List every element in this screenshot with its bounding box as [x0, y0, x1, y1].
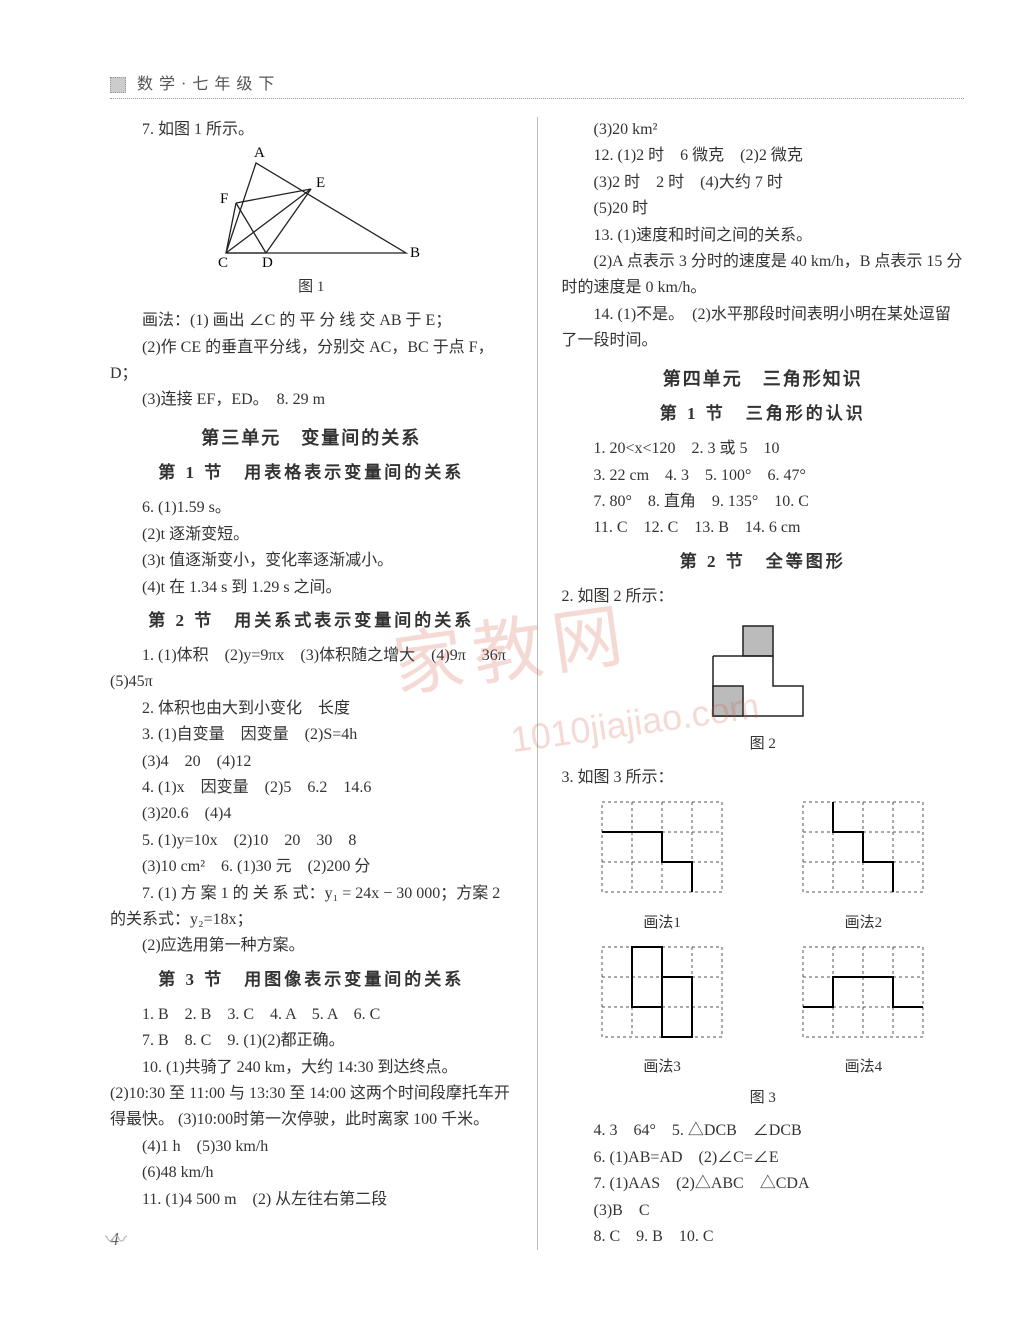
- unit4-title: 第四单元 三角形知识: [562, 365, 965, 395]
- unit4-sec2-title: 第 2 节 全等图形: [562, 548, 965, 576]
- grid-method-1: 画法1: [597, 797, 727, 935]
- r-tail4: (3)B C: [562, 1198, 965, 1224]
- u3s1-q6c: (3)t 值逐渐变小，变化率逐渐减小。: [110, 548, 513, 574]
- r-tail2: 6. (1)AB=AD (2)∠C=∠E: [562, 1145, 965, 1171]
- u3s2-q1: 1. (1)体积 (2)y=9πx (3)体积随之增大 (4)9π 36π (5…: [110, 643, 513, 696]
- subject-grade: 数 学 · 七 年 级 下: [137, 76, 275, 93]
- q7-intro: 7. 如图 1 所示。: [110, 117, 513, 143]
- unit3-sec1-title: 第 1 节 用表格表示变量间的关系: [110, 459, 513, 487]
- grid2-label: 画法2: [798, 911, 928, 936]
- u3s2-q4: 4. (1)x 因变量 (2)5 6.2 14.6: [110, 775, 513, 801]
- r13b: (2)A 点表示 3 分时的速度是 40 km/h，B 点表示 15 分时的速度…: [562, 249, 965, 302]
- grid4-label: 画法4: [798, 1055, 928, 1080]
- grid-method-3: 画法3: [597, 942, 727, 1080]
- method-step-1: 画法：(1) 画出 ∠C 的 平 分 线 交 AB 于 E；: [110, 308, 513, 334]
- u3s3-row2: 7. B 8. C 9. (1)(2)都正确。: [110, 1028, 513, 1054]
- fig1-label-C: C: [218, 255, 228, 271]
- header-ornament-icon: [110, 77, 126, 93]
- grid2-icon: [798, 797, 928, 897]
- u3s3-q10b: (4)1 h (5)30 km/h: [110, 1134, 513, 1160]
- unit4-sec1-title: 第 1 节 三角形的认识: [562, 400, 965, 428]
- u4s2-q3: 3. 如图 3 所示：: [562, 765, 965, 791]
- fig1-label-D: D: [262, 255, 273, 271]
- unit3-sec2-title: 第 2 节 用关系式表示变量间的关系: [110, 607, 513, 635]
- method-step-3: (3)连接 EF，ED。 8. 29 m: [110, 387, 513, 413]
- grid3-icon: [597, 942, 727, 1042]
- figure-2-shape: [693, 616, 833, 726]
- r12c: (5)20 时: [562, 196, 965, 222]
- u3s2-q7b: (2)应选用第一种方案。: [110, 933, 513, 959]
- u4s1-row3: 7. 80° 8. 直角 9. 135° 10. C: [562, 489, 965, 515]
- u3s3-q11: 11. (1)4 500 m (2) 从左往右第二段: [110, 1187, 513, 1213]
- grid-row-2: 画法3 画法4: [562, 942, 965, 1080]
- r-tail1: 4. 3 64° 5. △DCB ∠DCB: [562, 1118, 965, 1144]
- u3s2-q7a: 7. (1) 方 案 1 的 关 系 式：y₁ = 24x − 30 000；方…: [110, 881, 513, 934]
- grid4-icon: [798, 942, 928, 1042]
- u3s1-q6b: (2)t 逐渐变短。: [110, 522, 513, 548]
- figure-1-caption: 图 1: [110, 275, 513, 300]
- left-column: 7. 如图 1 所示。 A E F C D B 图 1 画: [110, 117, 513, 1250]
- page: 数 学 · 七 年 级 下 7. 如图 1 所示。 A E F C: [0, 0, 1024, 1290]
- u3s2-q5b: (3)10 cm² 6. (1)30 元 (2)200 分: [110, 854, 513, 880]
- fig1-label-A: A: [254, 145, 265, 161]
- grid-row-1: 画法1 画法2: [562, 797, 965, 935]
- u3s2-q2: 2. 体积也由大到小变化 长度: [110, 696, 513, 722]
- figure-2-caption: 图 2: [562, 732, 965, 757]
- r12b: (3)2 时 2 时 (4)大约 7 时: [562, 170, 965, 196]
- u4s1-row1: 1. 20<x<120 2. 3 或 5 10: [562, 436, 965, 462]
- unit3-sec3-title: 第 3 节 用图像表示变量间的关系: [110, 966, 513, 994]
- r14: 14. (1)不是。 (2)水平那段时间表明小明在某处逗留了一段时间。: [562, 302, 965, 355]
- u3s3-q10c: (6)48 km/h: [110, 1160, 513, 1186]
- grid1-icon: [597, 797, 727, 897]
- r12a: 12. (1)2 时 6 微克 (2)2 微克: [562, 143, 965, 169]
- r-tail5: 8. C 9. B 10. C: [562, 1224, 965, 1250]
- u4s1-row2: 3. 22 cm 4. 3 5. 100° 6. 47°: [562, 463, 965, 489]
- grid3-label: 画法3: [597, 1055, 727, 1080]
- grid1-label: 画法1: [597, 911, 727, 936]
- figure-3-caption: 图 3: [562, 1086, 965, 1111]
- fig1-label-B: B: [410, 245, 420, 261]
- u3s2-q3b: (3)4 20 (4)12: [110, 749, 513, 775]
- u4s1-row4: 11. C 12. C 13. B 14. 6 cm: [562, 515, 965, 541]
- grid-method-2: 画法2: [798, 797, 928, 935]
- fig1-label-E: E: [316, 175, 325, 191]
- u3s1-q6a: 6. (1)1.59 s。: [110, 495, 513, 521]
- u4s2-q2: 2. 如图 2 所示：: [562, 584, 965, 610]
- u3s3-row1: 1. B 2. B 3. C 4. A 5. A 6. C: [110, 1002, 513, 1028]
- r11c: (3)20 km²: [562, 117, 965, 143]
- r13a: 13. (1)速度和时间之间的关系。: [562, 223, 965, 249]
- corner-ornament-icon: 〰: [105, 1222, 127, 1254]
- column-divider: [537, 117, 538, 1250]
- u3s2-q4b: (3)20.6 (4)4: [110, 801, 513, 827]
- r-tail3: 7. (1)AAS (2)△ABC △CDA: [562, 1171, 965, 1197]
- unit3-title: 第三单元 变量间的关系: [110, 424, 513, 454]
- page-header: 数 学 · 七 年 级 下: [110, 70, 964, 99]
- method-step-2: (2)作 CE 的垂直平分线，分别交 AC，BC 于点 F，D；: [110, 335, 513, 388]
- u3s2-q3: 3. (1)自变量 因变量 (2)S=4h: [110, 722, 513, 748]
- u3s2-q5: 5. (1)y=10x (2)10 20 30 8: [110, 828, 513, 854]
- figure-1-diagram: A E F C D B: [196, 143, 426, 273]
- u3s1-q6d: (4)t 在 1.34 s 到 1.29 s 之间。: [110, 575, 513, 601]
- fig1-label-F: F: [220, 191, 228, 207]
- two-column-layout: 7. 如图 1 所示。 A E F C D B 图 1 画: [110, 117, 964, 1250]
- right-column: (3)20 km² 12. (1)2 时 6 微克 (2)2 微克 (3)2 时…: [562, 117, 965, 1250]
- u3s3-q10a: 10. (1)共骑了 240 km，大约 14:30 到达终点。 (2)10:3…: [110, 1055, 513, 1134]
- grid-method-4: 画法4: [798, 942, 928, 1080]
